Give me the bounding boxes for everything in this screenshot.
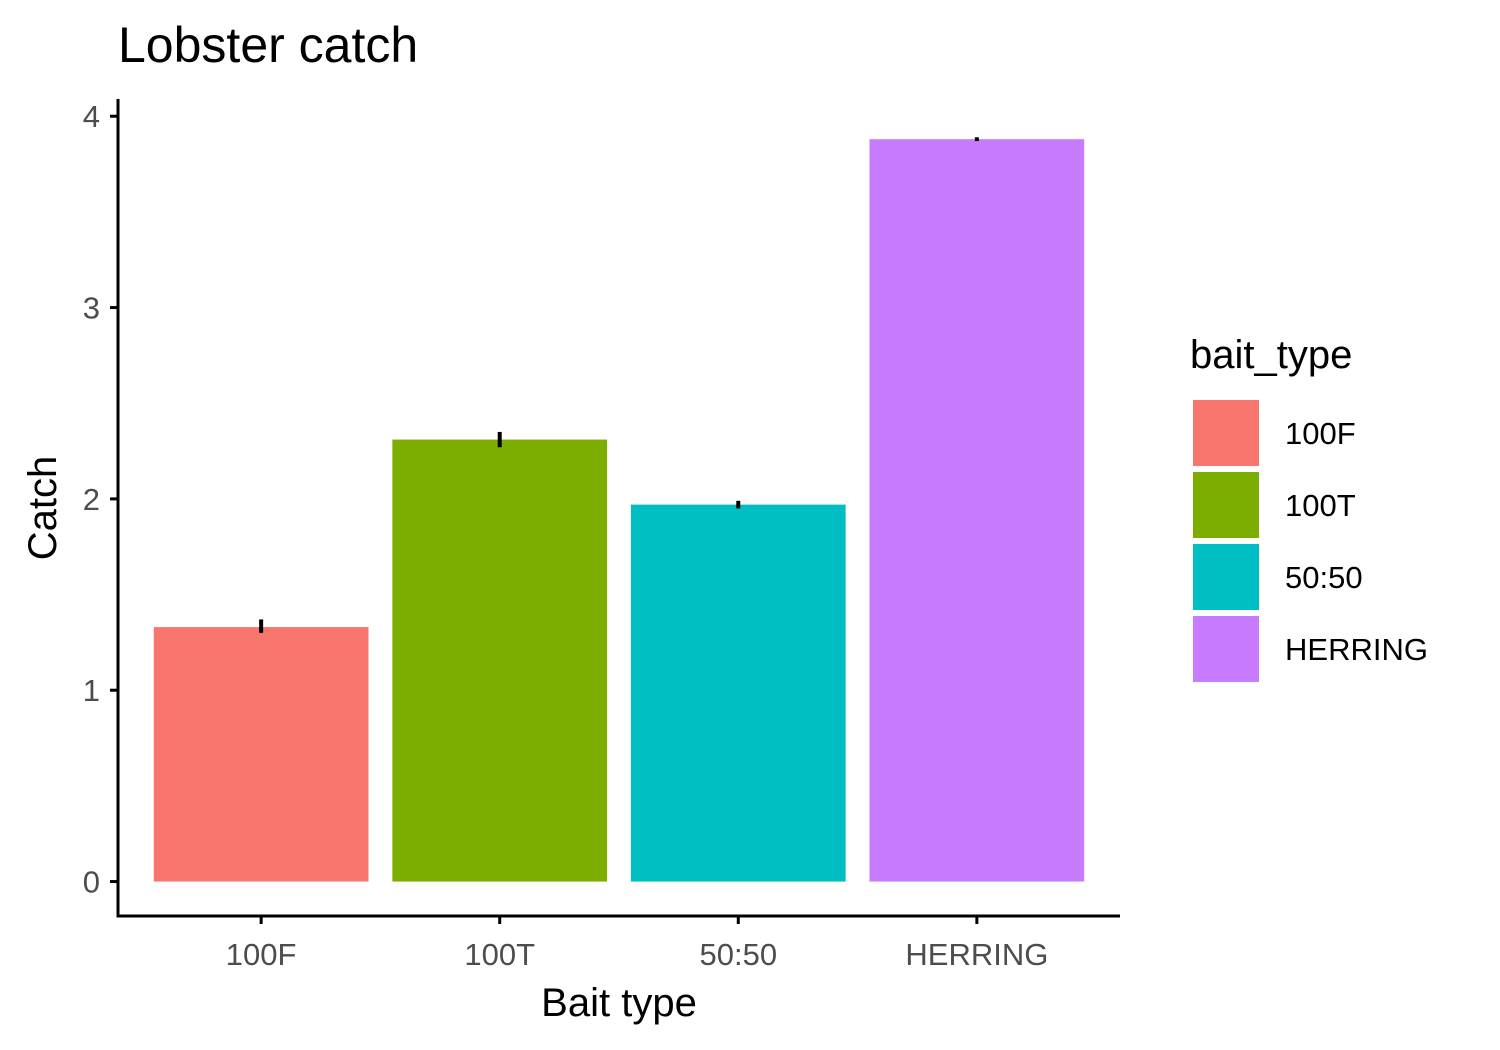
legend-key-50:50 <box>1193 544 1259 610</box>
x-axis-title: Bait type <box>541 981 697 1025</box>
y-tick-label: 2 <box>83 482 100 517</box>
legend-key-100T <box>1193 472 1259 538</box>
y-tick-label: 0 <box>83 865 100 900</box>
plot-area <box>153 137 1085 882</box>
legend-label: HERRING <box>1285 632 1428 667</box>
chart-title: Lobster catch <box>118 17 418 73</box>
legend-items: 100F 100T 50:50 HERRING <box>1193 400 1428 682</box>
bar-100T <box>392 439 608 882</box>
legend-key-100F <box>1193 400 1259 466</box>
legend: bait_type 100F 100T 50:50 HERRING <box>1190 333 1428 682</box>
bar-100F <box>153 627 369 882</box>
x-tick-label: 100T <box>464 937 535 972</box>
y-tick-label: 3 <box>83 291 100 326</box>
legend-label: 100T <box>1285 488 1356 523</box>
legend-label: 100F <box>1285 416 1356 451</box>
y-axis-title: Catch <box>21 456 65 561</box>
y-axis-ticks: 0 1 2 3 4 <box>83 99 118 900</box>
legend-label: 50:50 <box>1285 560 1363 595</box>
y-tick-label: 1 <box>83 673 100 708</box>
bar-50:50 <box>630 504 846 882</box>
x-tick-label: 100F <box>226 937 297 972</box>
x-tick-label: 50:50 <box>699 937 777 972</box>
legend-key-HERRING <box>1193 616 1259 682</box>
y-tick-label: 4 <box>83 99 100 134</box>
x-axis-ticks: 100F 100T 50:50 HERRING <box>226 916 1048 972</box>
bar-HERRING <box>869 139 1085 882</box>
legend-title: bait_type <box>1190 333 1352 377</box>
x-tick-label: HERRING <box>905 937 1048 972</box>
